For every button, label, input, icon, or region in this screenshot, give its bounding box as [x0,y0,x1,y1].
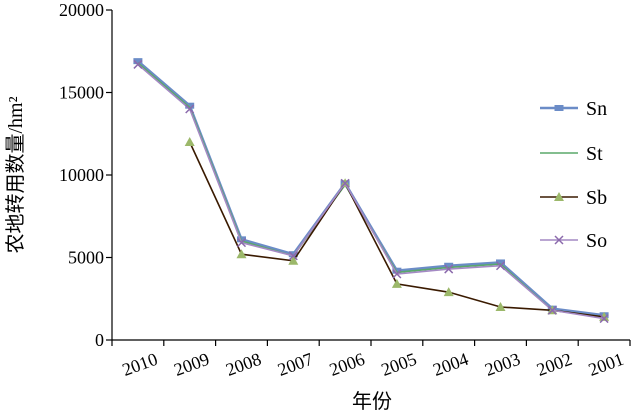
legend-label: So [586,230,607,252]
legend-label: Sn [586,98,607,120]
series-Sn [133,58,609,319]
x-tick-label: 2004 [430,349,471,380]
x-marker [495,261,506,271]
axes [106,9,631,346]
triangle-marker [495,302,506,311]
series-line-So [137,63,605,320]
x-marker [599,314,609,324]
x-tick-label: 2008 [223,349,264,380]
x-marker [185,104,195,114]
x-marker [444,264,454,274]
x-marker [288,251,298,261]
y-tick-label: 10000 [59,165,104,185]
y-tick-label: 0 [95,330,104,350]
triangle-marker [236,249,247,259]
series-line-Sn [137,60,605,317]
x-axis-title: 年份 [352,390,392,413]
y-tick-label: 5000 [68,248,104,268]
x-marker [236,238,247,248]
x-tick-label: 2003 [482,349,523,380]
x-tick-label: 2001 [586,349,627,380]
triangle-marker [443,287,454,297]
legend: Sn St Sb So [540,98,607,252]
x-tick-label: 2002 [534,349,575,380]
y-axis-title: 农地转用数量/hm² [4,96,27,253]
x-marker [340,178,350,188]
x-tick-label: 2009 [171,349,212,380]
y-tick-label: 20000 [59,0,104,20]
series-Sb [184,137,610,321]
legend-item-Sb: Sb [540,187,607,209]
triangle-marker [288,255,299,265]
x-marker [547,305,557,315]
x-marker [554,235,564,245]
x-marker [133,59,143,69]
x-marker [392,269,402,279]
series-layer [133,58,610,324]
legend-label: Sb [586,187,607,209]
series-line-St [137,62,605,318]
series-So [133,59,609,324]
legend-item-St: St [540,143,603,165]
legend-item-So: So [540,230,607,252]
x-tick-label: 2006 [327,349,368,380]
series-St [137,62,605,318]
x-tick-label: 2010 [120,349,161,380]
series-line-Sb [188,141,605,318]
x-tick-label: 2007 [275,349,316,380]
y-tick-label: 15000 [59,83,104,103]
triangle-marker [391,278,402,288]
x-tick-label: 2005 [379,349,420,380]
triangle-marker [184,137,195,146]
triangle-marker [554,192,564,201]
square-marker [554,105,564,111]
legend-item-Sn: Sn [540,98,607,120]
tick-labels: 0 5000 10000 15000 20000 2010 2009 2008 2007 2006… [59,0,626,380]
legend-label: St [586,143,603,165]
